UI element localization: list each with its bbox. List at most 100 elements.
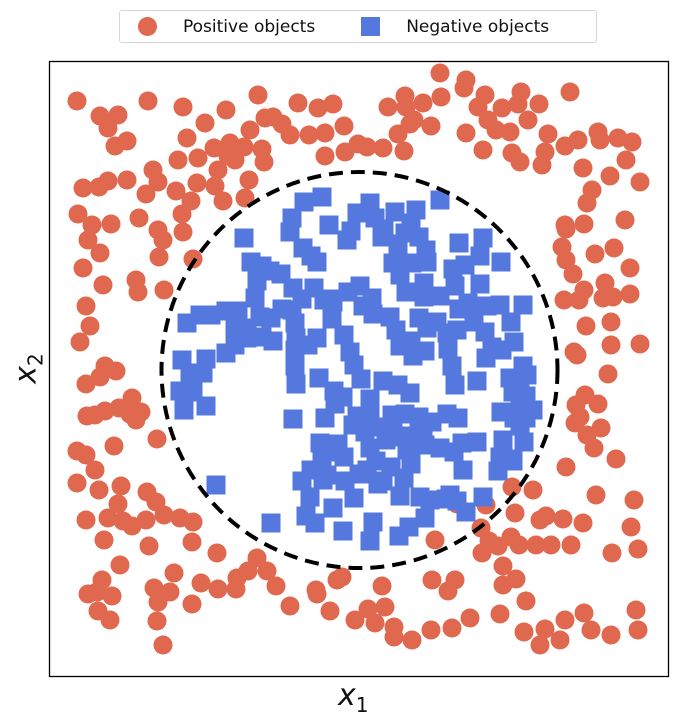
- positive-point: [73, 258, 93, 278]
- negative-point: [372, 227, 392, 247]
- negative-point: [322, 309, 342, 329]
- positive-point: [98, 118, 118, 138]
- positive-point: [622, 132, 642, 152]
- positive-point: [505, 503, 525, 523]
- positive-point: [621, 517, 641, 537]
- positive-point: [153, 230, 173, 250]
- negative-point: [193, 363, 213, 383]
- positive-point: [532, 155, 552, 175]
- positive-point: [388, 124, 408, 144]
- negative-point: [390, 265, 410, 285]
- positive-point: [240, 120, 260, 140]
- negative-point: [482, 337, 502, 357]
- positive-point: [541, 535, 561, 555]
- positive-point: [508, 94, 528, 114]
- negative-point: [360, 531, 380, 551]
- negative-point: [445, 276, 465, 296]
- negative-point: [415, 435, 435, 455]
- positive-point: [626, 600, 646, 620]
- positive-point: [93, 275, 113, 295]
- positive-point: [536, 506, 556, 526]
- positive-point: [227, 568, 247, 588]
- negative-point: [516, 386, 536, 406]
- positive-point: [148, 592, 168, 612]
- positive-point: [77, 406, 97, 426]
- positive-point: [266, 576, 286, 596]
- positive-point: [402, 630, 422, 650]
- positive-point: [308, 98, 328, 118]
- positive-point: [375, 597, 395, 617]
- positive-point: [334, 116, 354, 136]
- negative-point: [410, 487, 430, 507]
- negative-point: [430, 190, 450, 210]
- positive-point: [183, 249, 203, 269]
- negative-point: [309, 368, 329, 388]
- positive-point: [288, 93, 308, 113]
- negative-point: [390, 336, 410, 356]
- positive-point: [307, 584, 327, 604]
- legend-item-positive: Positive objects: [120, 17, 315, 37]
- positive-point: [501, 527, 521, 547]
- negative-point: [415, 508, 435, 528]
- positive-point: [117, 170, 137, 190]
- positive-point: [315, 123, 335, 143]
- positive-point: [147, 611, 167, 631]
- positive-point: [574, 280, 594, 300]
- positive-point: [164, 563, 184, 583]
- positive-point: [576, 316, 596, 336]
- negative-point: [196, 396, 216, 416]
- positive-point: [473, 140, 493, 160]
- positive-point: [323, 94, 343, 114]
- positive-point: [570, 407, 590, 427]
- negative-point: [206, 475, 226, 495]
- positive-point: [220, 133, 240, 153]
- negative-point: [430, 286, 450, 306]
- positive-point: [630, 334, 650, 354]
- positive-point: [516, 591, 536, 611]
- positive-point: [425, 530, 445, 550]
- positive-point: [365, 613, 385, 633]
- positive-point: [598, 364, 618, 384]
- negative-point: [453, 460, 473, 480]
- negative-point: [449, 233, 469, 253]
- positive-point: [601, 312, 621, 332]
- negative-point: [338, 282, 358, 302]
- positive-point: [257, 561, 277, 581]
- positive-point: [108, 105, 128, 125]
- positive-point: [606, 449, 626, 469]
- positive-point: [191, 573, 211, 593]
- positive-point: [358, 599, 378, 619]
- positive-point: [601, 335, 621, 355]
- positive-point: [575, 385, 595, 405]
- negative-point: [334, 325, 354, 345]
- chart-legend: Positive objects Negative objects: [119, 10, 597, 43]
- negative-point: [280, 222, 300, 242]
- positive-point: [555, 215, 575, 235]
- positive-point: [556, 457, 576, 477]
- positive-point: [205, 176, 225, 196]
- positive-point: [154, 280, 174, 300]
- negative-point: [417, 318, 437, 338]
- positive-point: [90, 243, 110, 263]
- positive-point: [188, 148, 208, 168]
- positive-point: [555, 610, 575, 630]
- positive-point: [577, 425, 597, 445]
- negative-point: [285, 313, 305, 333]
- negative-point: [216, 343, 236, 363]
- negative-point: [442, 356, 462, 376]
- positive-point: [320, 601, 340, 621]
- negative-point: [388, 375, 408, 395]
- negative-point: [341, 221, 361, 241]
- negative-point: [333, 387, 353, 407]
- positive-point: [98, 508, 118, 528]
- positive-point: [550, 630, 570, 650]
- positive-point: [90, 367, 110, 387]
- positive-point: [421, 620, 441, 640]
- positive-point: [600, 166, 620, 186]
- positive-point: [67, 441, 87, 461]
- negative-point: [363, 512, 383, 532]
- negative-point: [335, 471, 355, 491]
- positive-point: [315, 146, 335, 166]
- positive-point: [620, 284, 640, 304]
